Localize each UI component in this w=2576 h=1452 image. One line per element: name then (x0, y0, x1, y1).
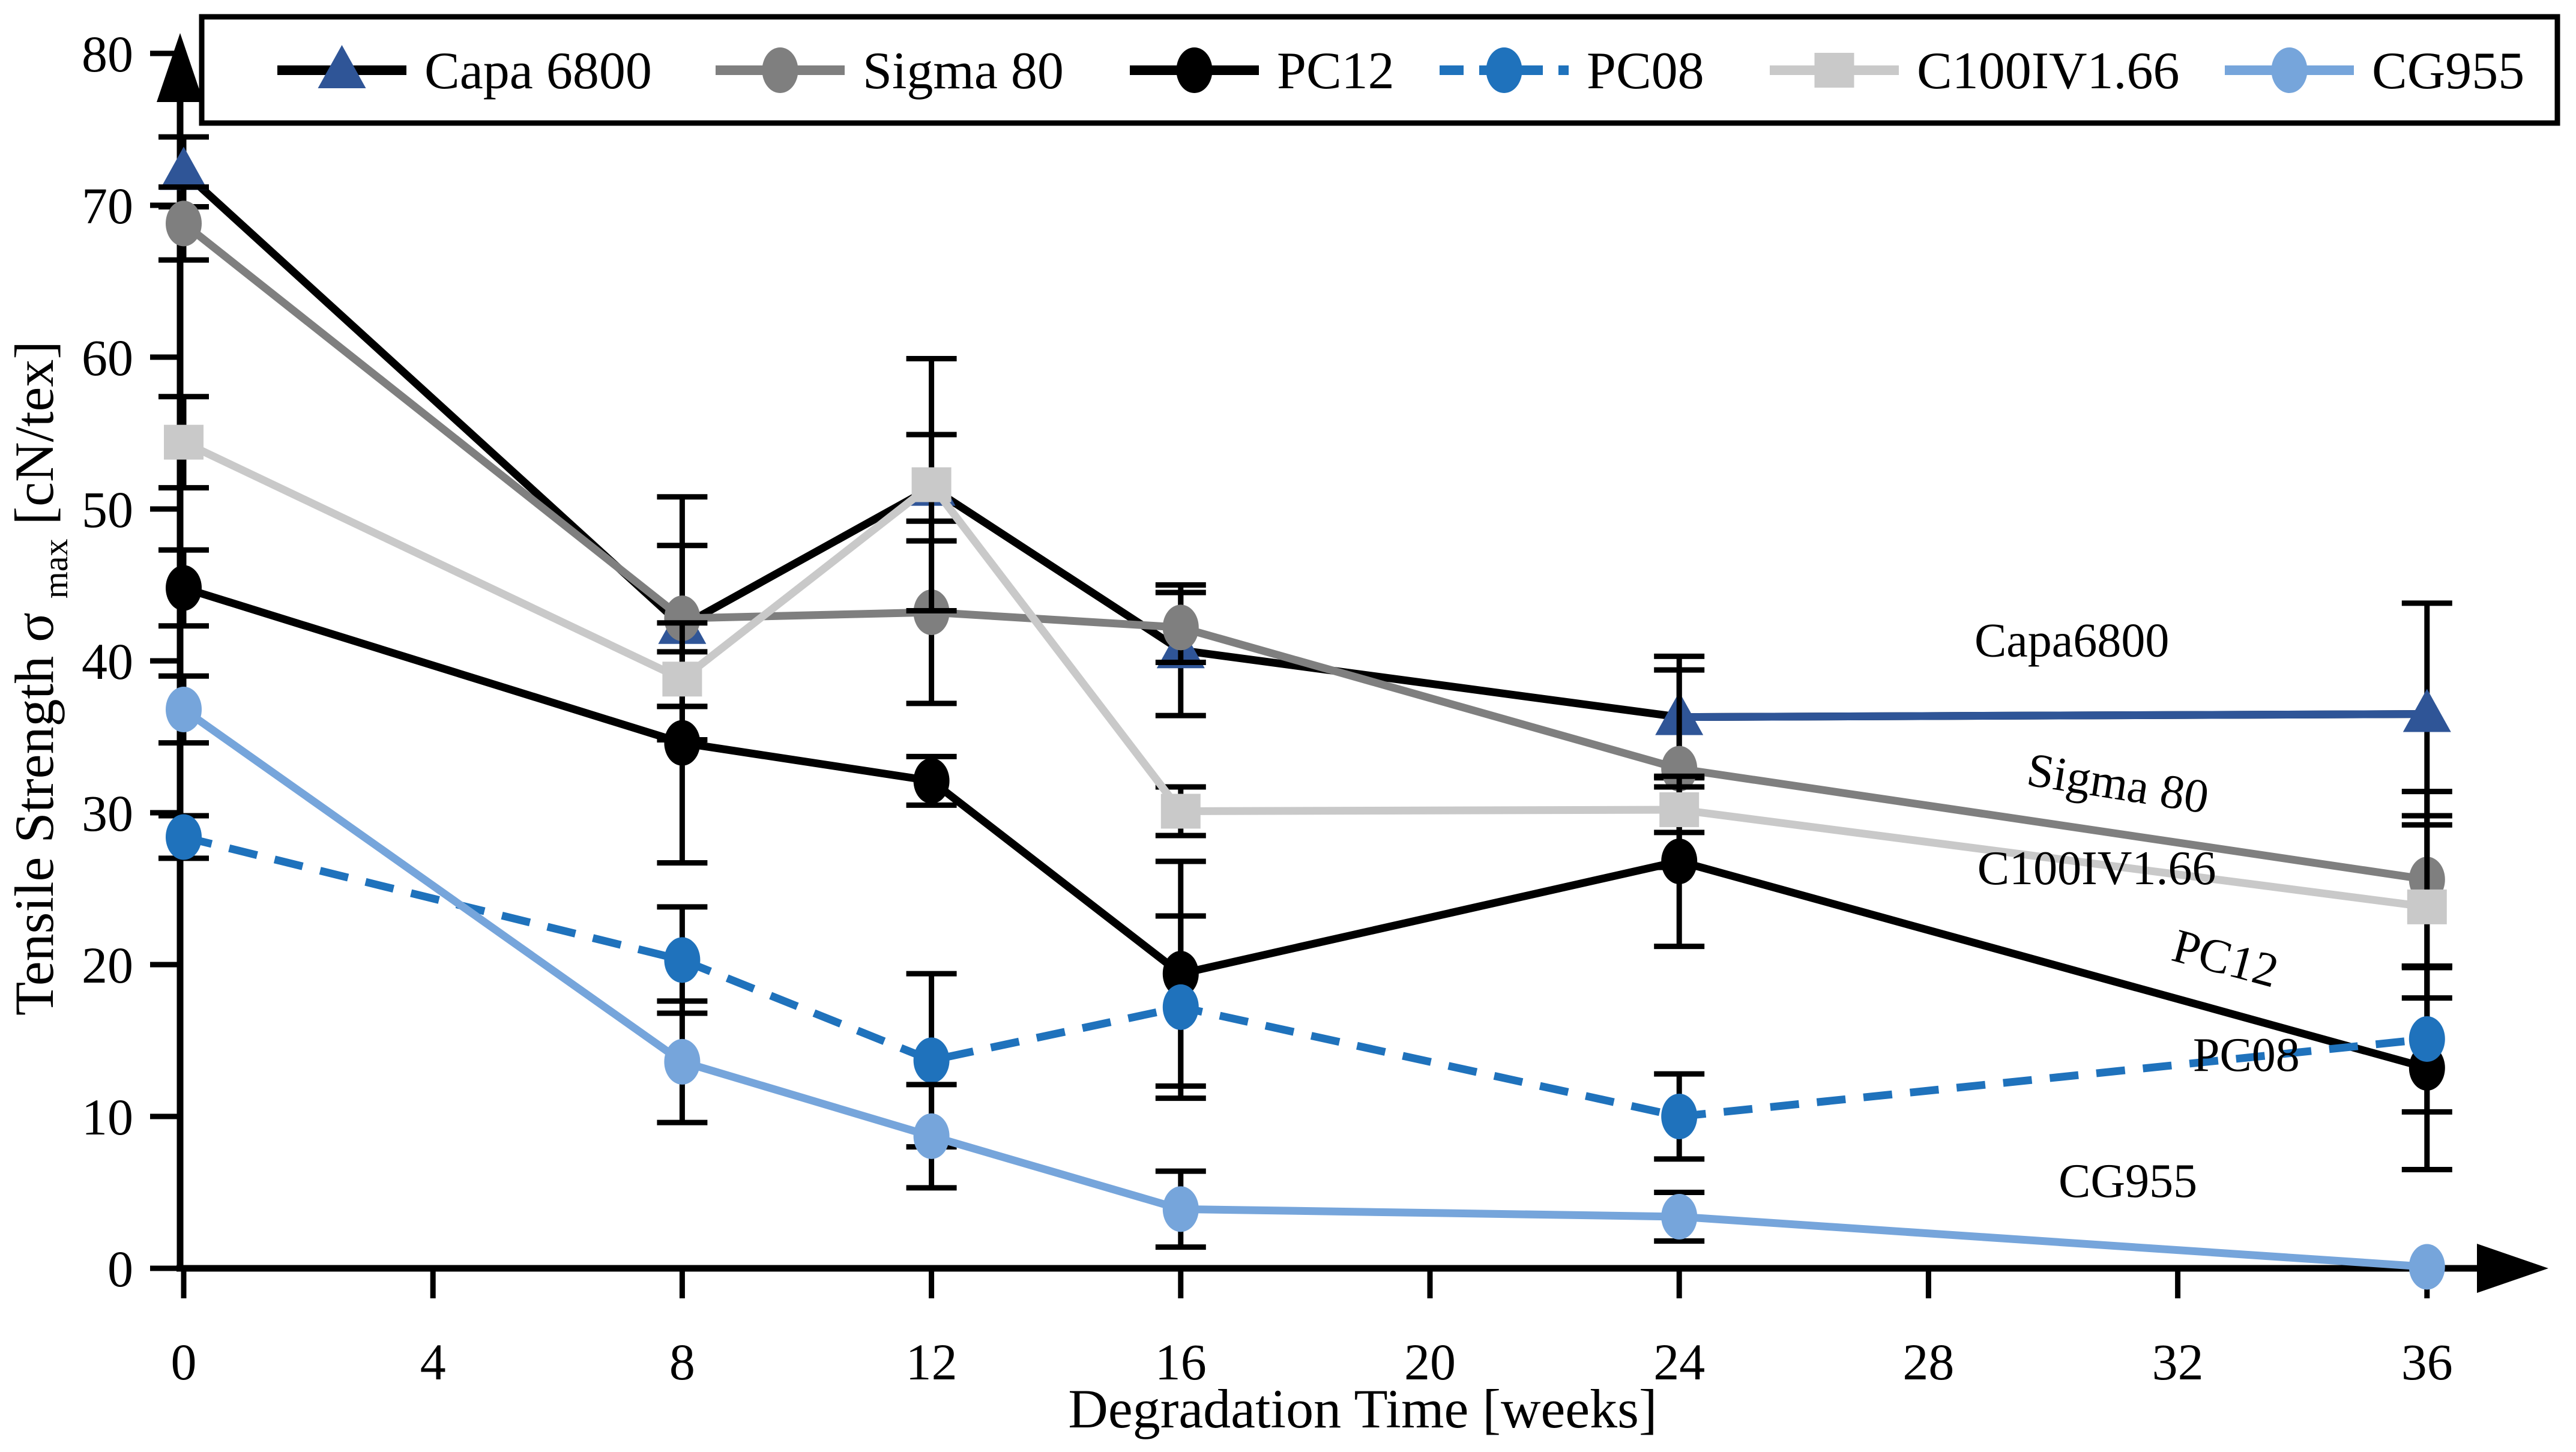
marker-c100iv1-66-0w (164, 424, 204, 460)
annotation-sigma-80: Sigma 80 (2024, 743, 2212, 824)
marker-sigma-80-24w (1661, 746, 1698, 792)
x-tick-label-12: 12 (906, 1333, 958, 1391)
legend-item-cg955: CG955 (2225, 42, 2524, 100)
legend-label-cg955: CG955 (2372, 42, 2524, 100)
y-tick-label-30: 30 (82, 785, 133, 842)
annotation-pc12: PC12 (2167, 920, 2284, 998)
marker-c100iv1-66-16w (1160, 794, 1201, 829)
legend-marker-sigma-80 (762, 47, 798, 93)
y-axis-title-main: Tensile Strength σ (4, 612, 65, 1016)
line-cg955 (181, 706, 2428, 1271)
legend-marker-capa-6800 (318, 45, 366, 88)
series-annotations: Capa6800 Sigma 80 C100IV1.66 PC12 PC08 CG955 (1974, 614, 2300, 1208)
marker-c100iv1-66-36w (2407, 889, 2447, 924)
marker-capa-6800-36w (2403, 688, 2451, 732)
x-tick-label-20: 20 (1404, 1333, 1456, 1391)
marker-sigma-80-0w (166, 200, 202, 247)
x-axis-arrowhead (2477, 1244, 2548, 1293)
y-tick-label-20: 20 (82, 936, 133, 994)
annotation-pc08: PC08 (2193, 1029, 2300, 1082)
line-capa-6800-final-segment (1679, 710, 2427, 721)
y-axis-arrowhead (157, 33, 204, 102)
series-c100iv1-66 (158, 356, 2452, 1001)
y-axis-title-subscript: max (36, 538, 75, 598)
marker-cg955-16w (1162, 1186, 1199, 1232)
legend-item-pc08: PC08 (1440, 42, 1704, 100)
marker-pc12-12w (913, 758, 950, 804)
marker-cg955-8w (664, 1038, 701, 1085)
y-axis-title-units: [cN/tex] (4, 341, 65, 525)
legend-label-pc08: PC08 (1587, 42, 1704, 100)
marker-c100iv1-66-24w (1659, 792, 1700, 827)
series-pc12 (158, 547, 2452, 1173)
legend-label-capa-6800: Capa 6800 (424, 42, 652, 100)
marker-cg955-0w (166, 686, 202, 732)
marker-c100iv1-66-8w (662, 661, 702, 697)
x-tick-label-4: 4 (420, 1333, 446, 1391)
annotation-c100iv1-66: C100IV1.66 (1977, 842, 2216, 895)
y-tick-label-80: 80 (82, 25, 133, 83)
line-pc08 (182, 833, 2428, 1121)
line-c100iv1-66 (182, 438, 2428, 911)
marker-pc12-0w (166, 565, 202, 611)
y-tick-label-70: 70 (82, 177, 133, 235)
legend-label-pc12: PC12 (1277, 42, 1395, 100)
x-tick-label-16: 16 (1155, 1333, 1207, 1391)
legend-item-sigma-80: Sigma 80 (716, 42, 1064, 100)
legend-marker-c100iv1-66 (1814, 53, 1854, 88)
x-tick-label-32: 32 (2152, 1333, 2204, 1391)
legend-marker-pc12 (1176, 47, 1213, 93)
annotation-capa6800: Capa6800 (1974, 614, 2169, 667)
x-tick-label-36: 36 (2401, 1333, 2453, 1391)
marker-cg955-12w (913, 1113, 950, 1159)
line-sigma-80 (181, 220, 2428, 884)
x-tick-label-24: 24 (1653, 1333, 1705, 1391)
x-tick-label-0: 0 (171, 1333, 197, 1391)
x-tick-label-8: 8 (669, 1333, 695, 1391)
legend-item-capa-6800: Capa 6800 (277, 42, 652, 100)
x-axis-title: Degradation Time [weeks] (1068, 1378, 1657, 1439)
marker-pc08-36w (2409, 1016, 2445, 1062)
axes: 0 4 8 12 16 20 24 28 32 36 0 10 20 30 40 50 60 70 80 (82, 25, 2548, 1391)
y-axis-title: Tensile Strength σ max [cN/tex] (4, 341, 79, 1016)
marker-pc08-16w (1162, 984, 1199, 1030)
x-tick-label-28: 28 (1902, 1333, 1954, 1391)
marker-c100iv1-66-12w (911, 467, 952, 502)
legend-item-pc12: PC12 (1130, 42, 1395, 100)
legend-marker-cg955 (2271, 47, 2308, 93)
annotation-cg955: CG955 (2059, 1155, 2197, 1208)
y-tick-label-10: 10 (82, 1088, 133, 1146)
y-tick-label-40: 40 (82, 633, 133, 690)
data-series (158, 134, 2452, 1290)
y-tick-label-60: 60 (82, 329, 133, 387)
marker-pc12-8w (664, 720, 701, 766)
marker-pc08-24w (1661, 1094, 1698, 1139)
marker-sigma-80-8w (664, 595, 701, 642)
marker-pc12-24w (1661, 838, 1698, 884)
y-tick-label-0: 0 (107, 1240, 133, 1298)
line-pc12 (182, 584, 2428, 1072)
marker-cg955-24w (1661, 1193, 1698, 1240)
legend-label-c100iv1-66: C100IV1.66 (1917, 42, 2180, 100)
marker-capa-6800-0w (160, 146, 208, 190)
marker-pc08-0w (166, 814, 202, 860)
marker-sigma-80-16w (1162, 604, 1199, 651)
legend-label-sigma-80: Sigma 80 (863, 42, 1064, 100)
legend-marker-pc08 (1486, 47, 1522, 93)
series-cg955 (158, 673, 2445, 1290)
legend: Capa 6800 Sigma 80 PC12 PC08 C100IV1.66 CG955 (199, 14, 2560, 126)
marker-cg955-36w (2409, 1244, 2445, 1290)
marker-pc08-12w (913, 1037, 950, 1083)
marker-pc08-8w (664, 937, 701, 983)
y-tick-label-50: 50 (82, 481, 133, 538)
legend-item-c100iv1-66: C100IV1.66 (1770, 42, 2180, 100)
legend-box (199, 14, 2560, 126)
